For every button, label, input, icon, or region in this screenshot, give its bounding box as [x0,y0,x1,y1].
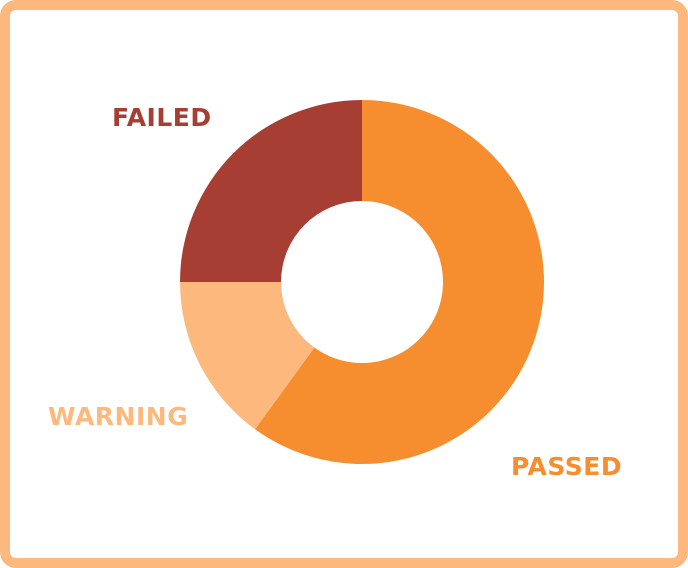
slice-warning [180,282,315,430]
label-failed: FAILED [112,103,212,132]
slice-passed [255,100,545,465]
slice-failed [180,100,362,282]
donut-slices [180,100,545,465]
label-warning: WARNING [48,402,189,431]
label-passed: PASSED [511,452,623,481]
